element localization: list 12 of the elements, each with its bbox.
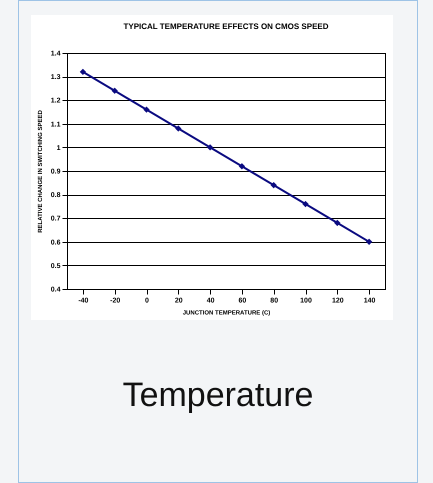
point: [334, 220, 340, 226]
point: [112, 88, 118, 94]
point: [206, 144, 214, 151]
point: [175, 125, 182, 132]
chart-title: TYPICAL TEMPERATURE EFFECTS ON CMOS SPEED: [123, 22, 329, 31]
point: [302, 200, 309, 208]
point: [366, 238, 372, 245]
point: [80, 68, 86, 76]
point: [143, 106, 150, 113]
point: [270, 182, 277, 188]
point: [238, 163, 246, 170]
text: Temperature: [122, 376, 314, 415]
